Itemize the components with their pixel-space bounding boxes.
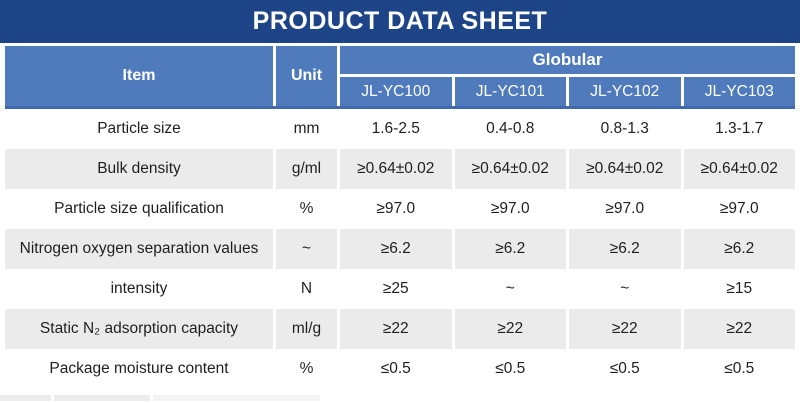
unit-cell: ml/g [276, 309, 337, 349]
item-cell: Particle size qualification [5, 189, 273, 229]
value-cell: ~ [454, 269, 566, 309]
value-cell: ≥0.64±0.02 [569, 149, 681, 189]
cropped-cell [0, 395, 51, 401]
value-cell: 0.8-1.3 [569, 109, 681, 149]
unit-cell: mm [276, 109, 337, 149]
value-cell: ≥97.0 [340, 189, 452, 229]
title-bar: PRODUCT DATA SHEET [0, 0, 800, 43]
item-cell: intensity [5, 269, 273, 309]
title-table-divider [0, 43, 800, 46]
value-cell: ≤0.5 [340, 349, 452, 389]
value-cell: ~ [569, 269, 681, 309]
item-cell: Package moisture content [5, 349, 273, 389]
unit-cell: % [276, 349, 337, 389]
value-cell: 1.3-1.7 [683, 109, 795, 149]
value-cell: ≥97.0 [569, 189, 681, 229]
model-header-jl-yc100: JL-YC100 [340, 77, 452, 106]
table-row: Package moisture content% ≤0.5 ≤0.5 ≤0.5 ≤0.… [5, 349, 795, 389]
value-cell: ≥22 [454, 309, 566, 349]
cropped-cell [153, 395, 320, 401]
table-row: Particle size mm 1.6-2.5 0.4-0.8 0.8-1.3 1.3-… [5, 109, 795, 149]
value-cell: ≥6.2 [454, 229, 566, 269]
cropped-cell [54, 395, 150, 401]
value-cell: ≥15 [683, 269, 795, 309]
value-cell: ≤0.5 [569, 349, 681, 389]
unit-cell: % [276, 189, 337, 229]
page-title: PRODUCT DATA SHEET [252, 7, 548, 35]
value-cell: 0.4-0.8 [454, 109, 566, 149]
value-cell: 1.6-2.5 [340, 109, 452, 149]
table-row: Bulk density g/ml ≥0.64±0.02 ≥0.64±0.02 ≥0.6… [5, 149, 795, 189]
value-cell: ≥6.2 [683, 229, 795, 269]
item-cell: Particle size [5, 109, 273, 149]
unit-cell: ~ [276, 229, 337, 269]
table-row: intensity N ≥25 ~ ~ ≥15 [5, 269, 795, 309]
value-cell: ≥97.0 [454, 189, 566, 229]
table-row: Nitrogen oxygen separation values ~ ≥6.2 ≥6… [5, 229, 795, 269]
group-header-globular: Globular [340, 46, 795, 74]
table-body: Particle size mm 1.6-2.5 0.4-0.8 0.8-1.3 1.3-… [0, 109, 800, 389]
value-cell: ≥0.64±0.02 [340, 149, 452, 189]
value-cell: ≥0.64±0.02 [683, 149, 795, 189]
table-header: Item Unit Globular JL-YC100 JL-YC101 JL-… [5, 46, 795, 106]
table-row: Static N₂ adsorption capacity ml/g ≥22 ≥22 ≥… [5, 309, 795, 349]
value-cell: ≥22 [340, 309, 452, 349]
item-cell: Static N₂ adsorption capacity [5, 309, 273, 349]
item-column-header: Item [5, 46, 273, 106]
model-header-jl-yc103: JL-YC103 [683, 77, 795, 106]
value-cell: ≥6.2 [569, 229, 681, 269]
item-cell: Nitrogen oxygen separation values [5, 229, 273, 269]
model-header-jl-yc102: JL-YC102 [569, 77, 681, 106]
unit-cell: N [276, 269, 337, 309]
value-cell: ≤0.5 [454, 349, 566, 389]
header-underline [5, 106, 795, 109]
model-header-jl-yc101: JL-YC101 [454, 77, 566, 106]
value-cell: ≥6.2 [340, 229, 452, 269]
value-cell: ≤0.5 [683, 349, 795, 389]
value-cell: ≥0.64±0.02 [454, 149, 566, 189]
value-cell: ≥22 [683, 309, 795, 349]
cropped-next-row [0, 395, 800, 401]
table-row: Particle size qualification% ≥97.0 ≥97.0 ≥9… [5, 189, 795, 229]
unit-column-header: Unit [276, 46, 337, 106]
item-cell: Bulk density [5, 149, 273, 189]
value-cell: ≥97.0 [683, 189, 795, 229]
value-cell: ≥25 [340, 269, 452, 309]
unit-cell: g/ml [276, 149, 337, 189]
value-cell: ≥22 [569, 309, 681, 349]
